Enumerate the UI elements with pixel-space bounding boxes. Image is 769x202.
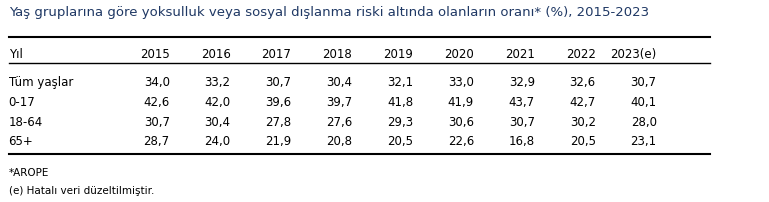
Text: 28,0: 28,0 <box>631 116 657 129</box>
Text: 2017: 2017 <box>261 48 291 61</box>
Text: 30,6: 30,6 <box>448 116 474 129</box>
Text: 2016: 2016 <box>201 48 231 61</box>
Text: Tüm yaşlar: Tüm yaşlar <box>8 76 73 89</box>
Text: 42,0: 42,0 <box>205 96 231 109</box>
Text: 41,8: 41,8 <box>387 96 413 109</box>
Text: 32,1: 32,1 <box>387 76 413 89</box>
Text: 20,8: 20,8 <box>326 135 352 148</box>
Text: 0-17: 0-17 <box>8 96 35 109</box>
Text: 16,8: 16,8 <box>509 135 535 148</box>
Text: 30,4: 30,4 <box>326 76 352 89</box>
Text: 39,7: 39,7 <box>326 96 352 109</box>
Text: 42,7: 42,7 <box>570 96 596 109</box>
Text: 22,6: 22,6 <box>448 135 474 148</box>
Text: 30,2: 30,2 <box>570 116 596 129</box>
Text: 32,6: 32,6 <box>570 76 596 89</box>
Text: Yıl: Yıl <box>8 48 22 61</box>
Text: 2019: 2019 <box>383 48 413 61</box>
Text: 28,7: 28,7 <box>144 135 170 148</box>
Text: 20,5: 20,5 <box>387 135 413 148</box>
Text: 2023(e): 2023(e) <box>611 48 657 61</box>
Text: 42,6: 42,6 <box>144 96 170 109</box>
Text: 30,7: 30,7 <box>509 116 535 129</box>
Text: 2018: 2018 <box>322 48 352 61</box>
Text: 32,9: 32,9 <box>509 76 535 89</box>
Text: 39,6: 39,6 <box>265 96 291 109</box>
Text: 33,2: 33,2 <box>205 76 231 89</box>
Text: 40,1: 40,1 <box>631 96 657 109</box>
Text: 30,7: 30,7 <box>144 116 170 129</box>
Text: 2022: 2022 <box>566 48 596 61</box>
Text: 2015: 2015 <box>140 48 170 61</box>
Text: 30,7: 30,7 <box>631 76 657 89</box>
Text: 24,0: 24,0 <box>205 135 231 148</box>
Text: (e) Hatalı veri düzeltilmiştir.: (e) Hatalı veri düzeltilmiştir. <box>8 186 154 196</box>
Text: 27,6: 27,6 <box>326 116 352 129</box>
Text: 21,9: 21,9 <box>265 135 291 148</box>
Text: 41,9: 41,9 <box>448 96 474 109</box>
Text: 29,3: 29,3 <box>387 116 413 129</box>
Text: 30,7: 30,7 <box>265 76 291 89</box>
Text: 65+: 65+ <box>8 135 33 148</box>
Text: 2020: 2020 <box>444 48 474 61</box>
Text: 27,8: 27,8 <box>265 116 291 129</box>
Text: 20,5: 20,5 <box>570 135 596 148</box>
Text: 43,7: 43,7 <box>509 96 535 109</box>
Text: 2021: 2021 <box>505 48 535 61</box>
Text: 23,1: 23,1 <box>631 135 657 148</box>
Text: 33,0: 33,0 <box>448 76 474 89</box>
Text: 30,4: 30,4 <box>205 116 231 129</box>
Text: Yaş gruplarına göre yoksulluk veya sosyal dışlanma riski altında olanların oranı: Yaş gruplarına göre yoksulluk veya sosya… <box>8 6 649 19</box>
Text: *AROPE: *AROPE <box>8 168 49 178</box>
Text: 34,0: 34,0 <box>144 76 170 89</box>
Text: 18-64: 18-64 <box>8 116 43 129</box>
